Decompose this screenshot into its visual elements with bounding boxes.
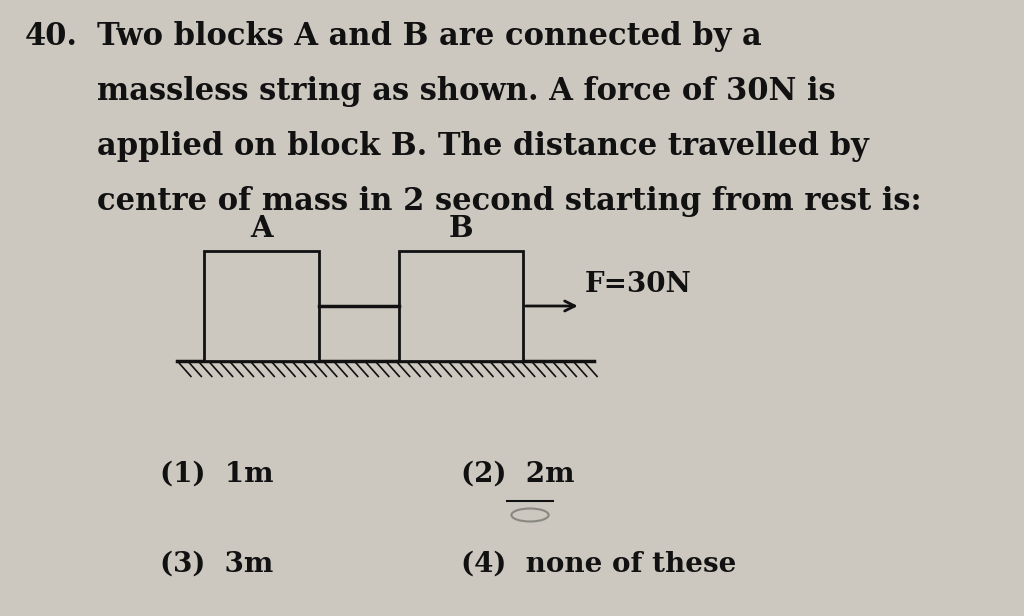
Text: 10kg: 10kg [223, 293, 300, 320]
Text: 40.: 40. [25, 21, 78, 52]
Text: B: B [449, 214, 473, 243]
Text: (3)  3m: (3) 3m [160, 551, 272, 578]
Text: (1)  1m: (1) 1m [160, 461, 273, 488]
Text: A: A [250, 214, 272, 243]
Text: (2)  2m: (2) 2m [461, 461, 574, 488]
Text: F=30N: F=30N [585, 270, 692, 298]
Bar [398, 251, 523, 361]
Text: 20kg: 20kg [422, 293, 500, 320]
Text: Two blocks A and B are connected by a: Two blocks A and B are connected by a [97, 21, 762, 52]
Text: (4)  none of these: (4) none of these [461, 551, 736, 578]
Bar [204, 251, 319, 361]
Text: applied on block B. The distance travelled by: applied on block B. The distance travell… [97, 131, 869, 162]
Text: massless string as shown. A force of 30N is: massless string as shown. A force of 30N… [97, 76, 837, 107]
Text: centre of mass in 2 second starting from rest is:: centre of mass in 2 second starting from… [97, 186, 923, 217]
